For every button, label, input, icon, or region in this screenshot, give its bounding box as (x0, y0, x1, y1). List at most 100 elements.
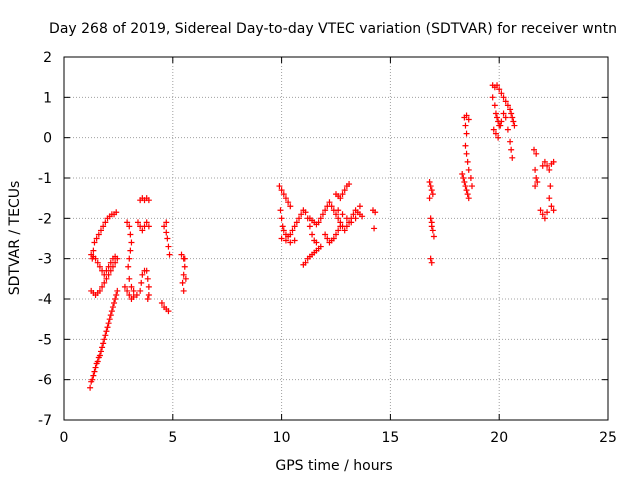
data-point (280, 227, 287, 234)
data-point (291, 223, 298, 230)
data-point (429, 191, 436, 198)
data-point (96, 352, 103, 359)
data-point (309, 231, 316, 238)
data-point (500, 94, 507, 101)
data-point (145, 197, 152, 204)
data-point (166, 251, 173, 258)
data-point (108, 308, 115, 315)
data-point (112, 296, 119, 302)
data-point (359, 213, 366, 220)
data-point (102, 219, 109, 226)
data-point (112, 253, 119, 260)
data-point (337, 195, 344, 202)
data-point (97, 227, 104, 234)
data-point (504, 102, 511, 109)
data-point (145, 283, 152, 290)
data-point (328, 203, 335, 210)
data-point (107, 259, 114, 266)
data-point (335, 215, 342, 222)
data-point (546, 195, 553, 202)
data-point (145, 223, 152, 230)
data-point (109, 304, 116, 311)
data-point (333, 211, 339, 218)
data-point (94, 259, 101, 266)
y-tick-label: -5 (38, 332, 52, 348)
data-point (495, 134, 502, 141)
data-point (106, 316, 113, 323)
data-point (97, 348, 104, 355)
data-point (137, 287, 144, 294)
data-point (462, 183, 469, 190)
data-point (330, 235, 337, 242)
data-points (87, 82, 557, 391)
data-point (96, 287, 103, 294)
data-point (463, 112, 470, 119)
data-point (89, 255, 96, 262)
data-point (103, 275, 110, 282)
data-point (100, 340, 107, 347)
data-point (302, 259, 309, 266)
data-point (498, 90, 505, 97)
data-point (111, 300, 118, 307)
data-point (550, 158, 557, 165)
data-point (278, 187, 285, 194)
data-point (335, 227, 342, 234)
data-point (324, 235, 331, 242)
data-point (143, 219, 150, 226)
data-point (96, 263, 103, 270)
data-point (333, 231, 339, 238)
data-point (87, 384, 94, 391)
data-point (500, 110, 507, 117)
data-point (322, 231, 329, 238)
data-point (490, 126, 497, 133)
data-point (464, 191, 471, 198)
data-point (90, 372, 97, 379)
data-point (463, 187, 470, 194)
data-point (465, 195, 472, 202)
data-point (469, 183, 475, 190)
data-point (90, 247, 97, 254)
y-tick-label: -1 (38, 171, 52, 187)
data-point (492, 130, 499, 137)
data-point (289, 227, 296, 234)
data-point (504, 126, 511, 133)
data-point (279, 223, 286, 230)
data-point (113, 209, 120, 216)
data-point (89, 376, 96, 383)
data-point (346, 181, 353, 188)
data-point (113, 291, 120, 298)
y-tick-label: -6 (38, 373, 52, 389)
data-point (179, 279, 186, 286)
data-point (337, 223, 344, 230)
data-point (178, 251, 185, 258)
data-point (285, 199, 292, 206)
data-point (507, 106, 514, 113)
data-point (107, 312, 114, 319)
data-point (426, 195, 433, 202)
data-point (494, 114, 501, 121)
data-point (502, 114, 509, 121)
data-point (339, 191, 346, 198)
data-point (348, 219, 355, 226)
data-point (511, 122, 518, 129)
data-point (548, 203, 555, 210)
data-point (502, 98, 509, 105)
data-point (428, 187, 435, 194)
y-tick-label: -3 (38, 252, 52, 268)
data-point (462, 142, 469, 149)
data-point (534, 179, 541, 186)
data-point (276, 183, 283, 190)
data-point (427, 255, 434, 262)
data-point (282, 237, 289, 244)
data-point (302, 209, 309, 216)
data-point (165, 243, 172, 250)
data-point (282, 195, 289, 202)
data-point (94, 358, 101, 365)
data-point (463, 150, 470, 157)
data-point (91, 368, 98, 375)
data-point (510, 118, 517, 125)
y-tick-label: 0 (43, 131, 52, 147)
data-point (287, 231, 294, 238)
data-point (547, 183, 554, 190)
data-point (296, 215, 303, 222)
